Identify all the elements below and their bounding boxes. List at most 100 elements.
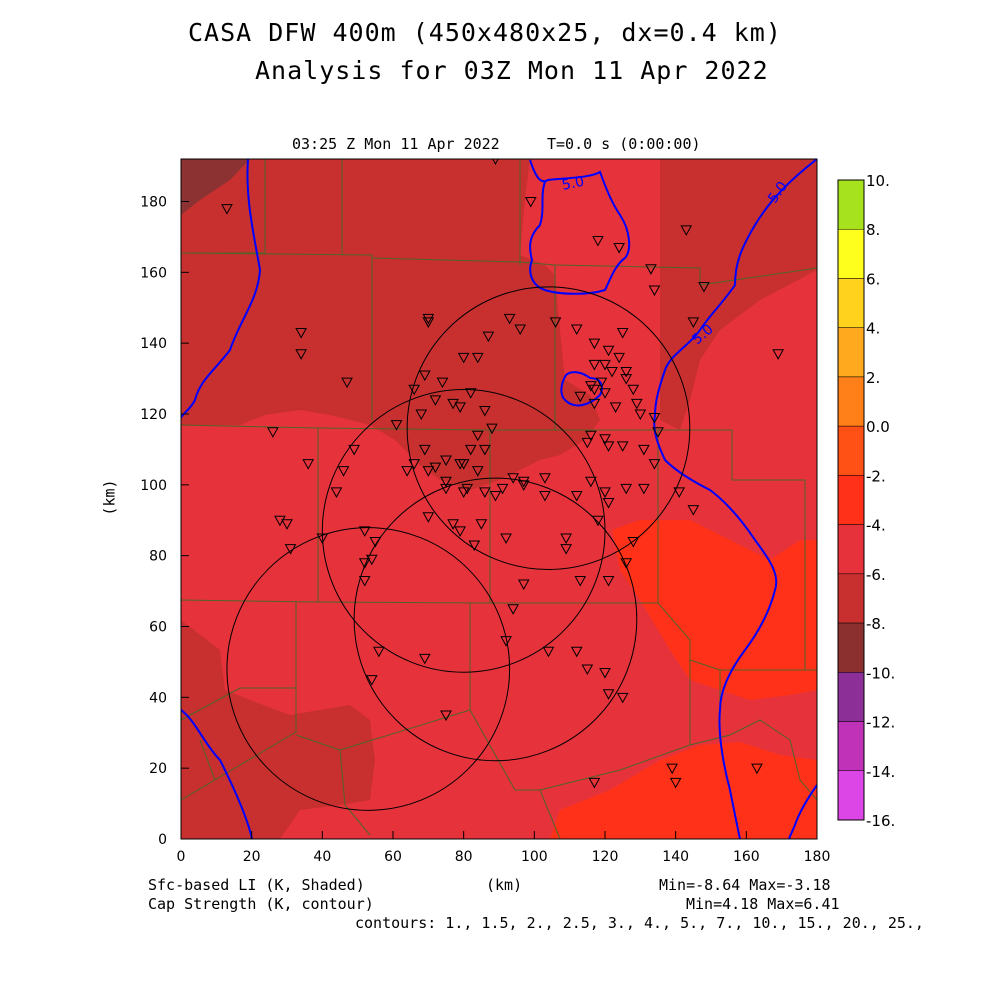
station-marker [471,430,484,442]
colorbar-swatch [837,770,865,821]
station-marker [517,480,530,491]
radar-ring-2 [321,389,606,673]
station-marker [503,313,516,325]
station-marker [602,441,615,452]
colorbar-swatch [837,475,865,525]
station-marker [447,519,459,530]
station-marker [471,352,484,364]
station-marker [606,367,618,378]
station-marker [581,437,594,449]
station-marker [602,575,615,587]
colorbar-swatch [837,376,865,427]
station-marker [337,466,350,477]
station-marker [475,519,488,530]
station-marker [570,646,583,658]
x-tick-label: 120 [592,849,619,865]
station-marker [457,487,470,498]
station-marker [585,430,597,442]
station-marker [588,359,601,371]
station-marker [358,575,371,587]
colorbar-label: 2. [866,369,880,387]
station-marker [588,338,601,350]
station-marker [440,483,452,495]
station-marker [365,675,378,686]
x-tick-label: 0 [177,849,186,865]
station-marker [588,777,601,789]
station-marker [390,420,403,431]
station-marker [461,483,474,495]
station-marker [613,243,625,254]
station-marker [408,384,421,396]
station-marker [440,455,452,467]
station-marker [680,225,693,236]
radar-ring-4 [353,477,638,762]
colorbar-label: -2. [866,467,886,485]
y-tick-label: 140 [140,336,167,352]
station-marker [595,377,608,389]
station-marker [609,402,622,413]
station-marker [627,537,640,548]
x-tick-label: 180 [804,849,831,865]
station-marker [517,476,530,488]
y-tick-label: 160 [140,265,167,281]
station-marker [602,498,615,509]
station-marker [422,512,435,523]
station-marker [486,423,498,435]
colorbar-swatch [837,672,865,722]
station-marker [638,444,650,456]
station-marker [581,664,594,676]
station-marker [599,487,611,498]
station-marker [457,352,470,364]
colorbar-swatch [837,573,865,624]
station-marker [507,604,519,615]
colorbar-swatch [837,524,865,575]
station-marker [585,476,597,488]
station-marker [422,466,435,477]
station-marker [418,653,431,665]
station-marker [517,579,530,591]
station-marker [482,331,495,343]
x-tick-label: 80 [455,849,473,865]
station-marker [627,384,640,396]
station-marker [330,487,343,498]
station-marker [415,409,428,421]
station-marker [358,558,371,569]
y-tick-label: 100 [140,478,167,494]
station-marker [539,490,551,502]
station-marker [698,282,710,293]
title-line-1: CASA DFW 400m (450x480x25, dx=0.4 km) [188,18,782,47]
y-axis-label: (km) [100,479,119,516]
colorbar-label: -10. [866,664,895,682]
station-marker [440,476,452,488]
y-axis: 0 20 40 60 80 100 120 140 160 180 [140,195,189,848]
y-tick-label: 40 [149,690,167,706]
station-marker [316,533,329,544]
station-marker [295,349,307,360]
title-line-2: Analysis for 03Z Mon 11 Apr 2022 [255,56,769,85]
station-marker [284,544,297,555]
station-marker [588,398,601,410]
x-tick-label: 60 [384,849,402,865]
contour-label-north: 5.0 [561,174,586,194]
station-marker [669,777,682,789]
station-marker [599,388,611,399]
station-marker [418,370,431,382]
station-marker [751,763,763,775]
x-tick-label: 100 [521,849,548,865]
station-marker [295,328,307,339]
station-marker [648,285,661,297]
colorbar-label: -4. [866,517,886,535]
y-tick-label: 80 [149,549,167,565]
contour-levels: contours: 1., 1.5, 2., 2.5, 3., 4., 5., … [355,914,924,932]
station-marker [574,575,587,587]
colorbar-label: 4. [866,320,880,338]
station-marker [616,692,629,704]
contour-minmax: Min=4.18 Max=6.41 [686,895,840,913]
station-marker [496,483,509,495]
radar-rings [226,286,691,811]
station-marker [570,490,583,502]
colorbar-swatch [837,622,865,673]
station-marker [602,689,615,700]
colorbar-label: -12. [866,714,895,732]
colorbar-frame [837,179,865,821]
